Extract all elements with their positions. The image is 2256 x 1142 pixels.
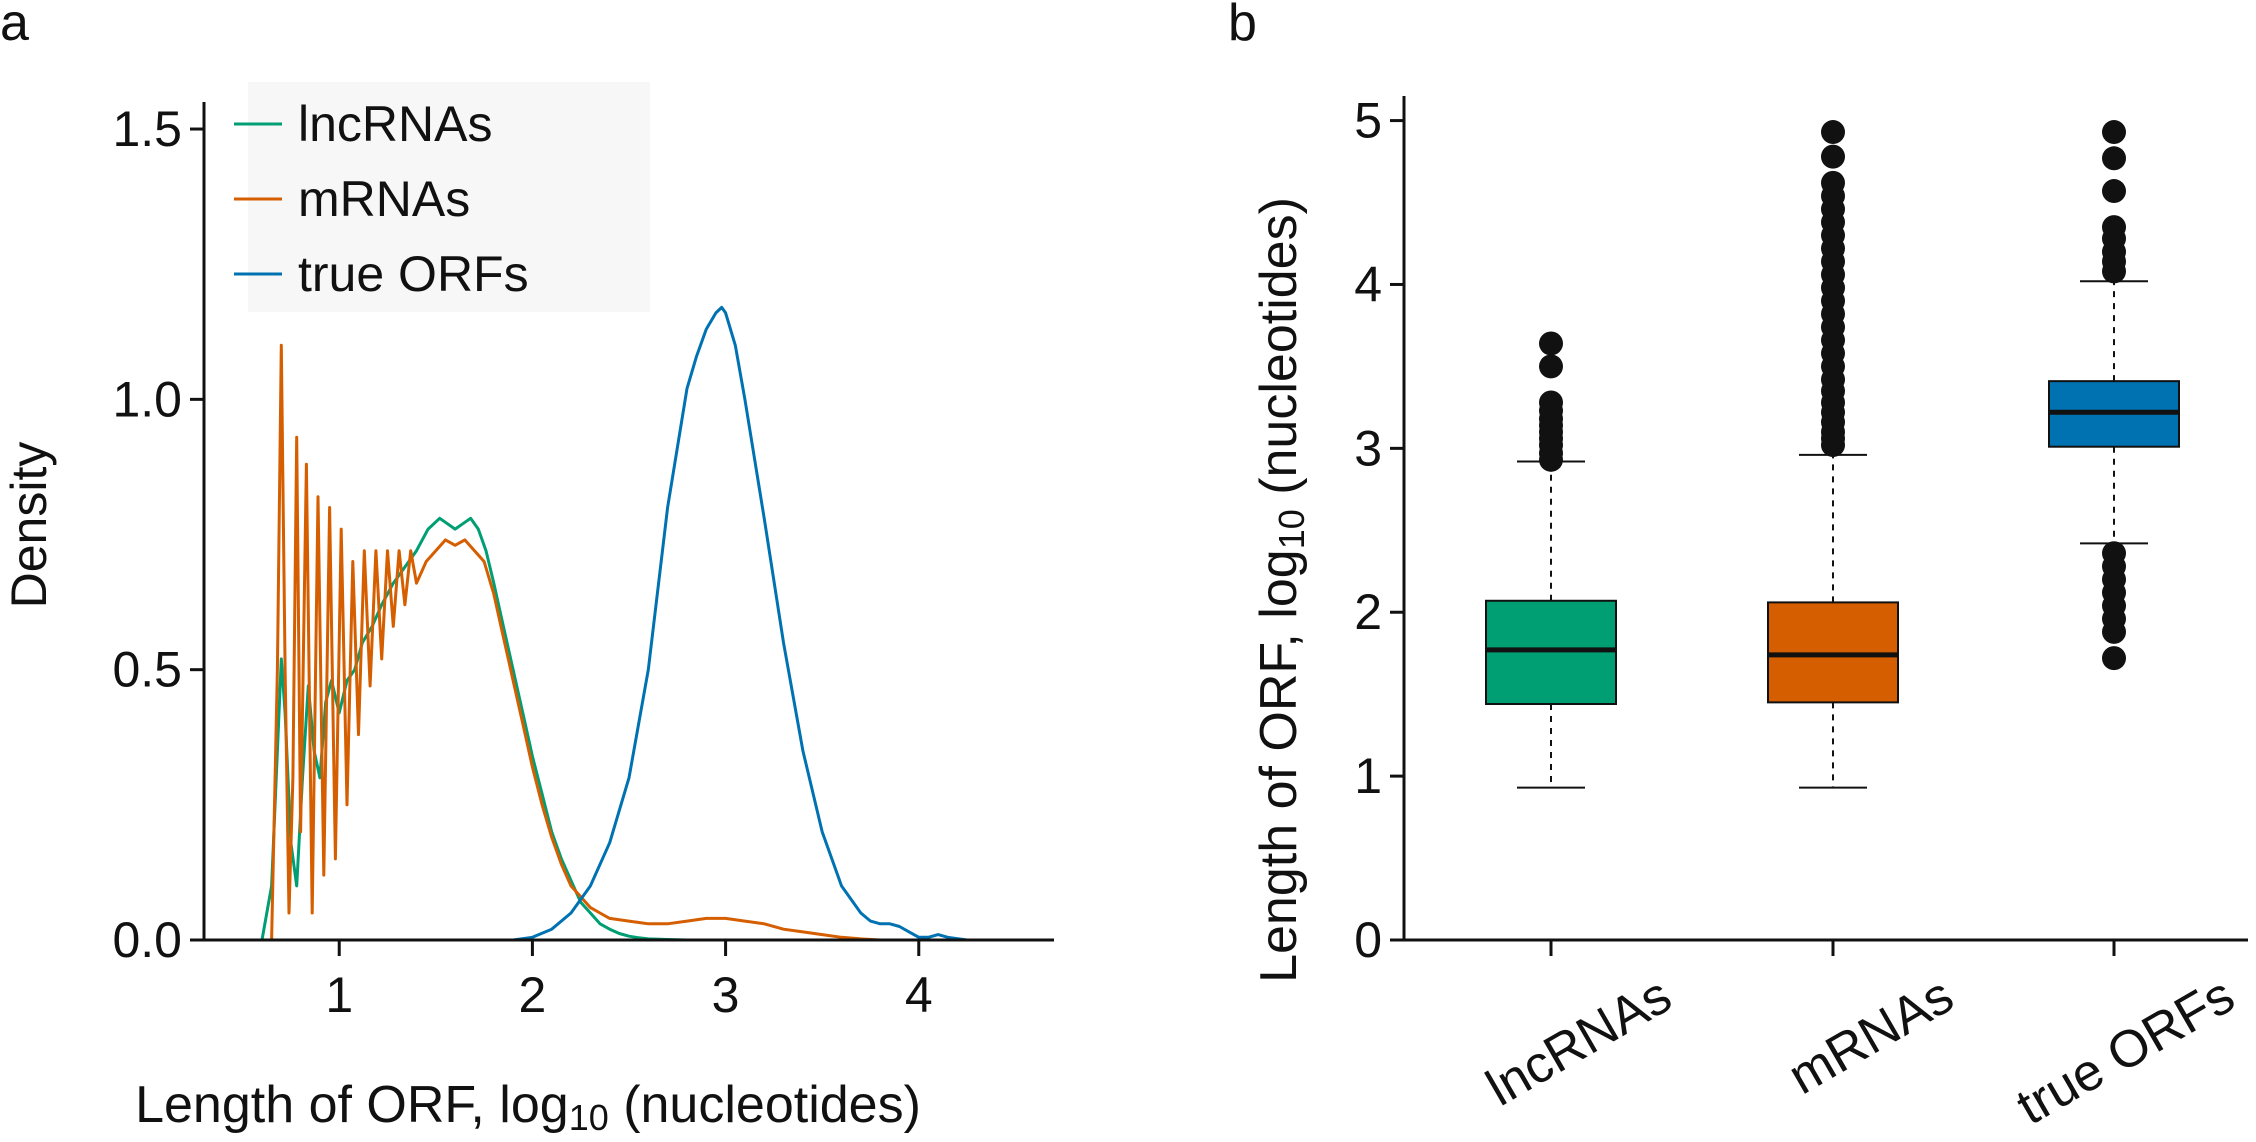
a-x-tick-label: 2 — [519, 967, 547, 1023]
outlier-point — [2102, 215, 2126, 240]
a-x-axis-label-main: Length of ORF, log — [135, 1076, 569, 1134]
b-y-ticks: 0 1 2 3 4 5 — [1354, 93, 1404, 968]
category-label-mrnas: mRNAs — [1779, 966, 1963, 1106]
a-x-ticks: 1 2 3 4 — [325, 940, 933, 1023]
outlier-point — [1539, 390, 1563, 415]
outlier-point — [1821, 120, 1845, 145]
a-x-tick-label: 4 — [905, 967, 933, 1023]
series-line-true-orfs — [512, 305, 968, 942]
outlier-point — [2102, 541, 2126, 566]
a-y-tick-label: 0.5 — [112, 642, 182, 698]
category-label-lncrnas: lncRNAs — [1477, 966, 1681, 1117]
legend-label-true-orfs: true ORFs — [298, 246, 529, 302]
legend: lncRNAs mRNAs true ORFs — [234, 82, 650, 312]
a-x-axis-label-tail: (nucleotides) — [609, 1076, 921, 1134]
b-y-axis-label: Length of ORF, log10 (nucleotides) — [1250, 197, 1312, 983]
density-chart: 0.0 0.5 1.0 1.5 1 2 3 4 Density Length of ORF,… — [1, 82, 1054, 1138]
a-y-tick-label: 1.0 — [112, 371, 182, 427]
b-y-axis-label-tail: (nucleotides) — [1250, 197, 1308, 509]
a-y-axis-label: Density — [1, 442, 57, 609]
b-y-axis-label-sub: 10 — [1271, 509, 1312, 549]
a-y-tick-label: 1.5 — [112, 101, 182, 157]
series-line-mrnas — [270, 343, 881, 942]
outlier-point — [1539, 331, 1563, 356]
a-y-tick-label: 0.0 — [112, 912, 182, 968]
boxes — [1485, 120, 2180, 789]
legend-label-mrnas: mRNAs — [298, 171, 470, 227]
panel-b-label: b — [1228, 0, 1257, 52]
outlier-point — [1539, 354, 1563, 379]
outlier-point — [2102, 646, 2126, 671]
legend-background — [248, 82, 650, 312]
outlier-point — [2102, 179, 2126, 204]
legend-entries: lncRNAs mRNAs true ORFs — [234, 96, 529, 302]
box-true-orfs — [2048, 120, 2180, 671]
legend-label-lncrnas: lncRNAs — [298, 96, 492, 152]
category-label-true-orfs: true ORFs — [2007, 966, 2244, 1136]
outlier-point — [1821, 144, 1845, 169]
b-y-tick-label: 2 — [1354, 584, 1382, 640]
b-y-axis-label-main: Length of ORF, log — [1250, 549, 1308, 983]
a-x-tick-label: 1 — [325, 967, 353, 1023]
a-x-axis-label: Length of ORF, log10 (nucleotides) — [135, 1076, 921, 1138]
outlier-point — [2102, 120, 2126, 145]
box-mrnas — [1767, 120, 1899, 789]
b-y-tick-label: 3 — [1354, 420, 1382, 476]
a-x-tick-label: 3 — [712, 967, 740, 1023]
box-lncrnas — [1485, 331, 1617, 789]
outlier-point — [2102, 146, 2126, 171]
b-y-tick-label: 4 — [1354, 256, 1382, 312]
panel-a-label: a — [0, 0, 29, 52]
a-x-axis-label-sub: 10 — [569, 1097, 609, 1138]
a-y-ticks: 0.0 0.5 1.0 1.5 — [112, 101, 204, 968]
outlier-point — [1821, 170, 1845, 195]
b-y-tick-label: 5 — [1354, 93, 1382, 149]
b-x-ticks: lncRNAs mRNAs true ORFs — [1477, 940, 2244, 1136]
boxplot-chart: 0 1 2 3 4 5 lncRNAs mRNAs true ORFs Length of O… — [1250, 93, 2248, 1136]
b-y-tick-label: 1 — [1354, 748, 1382, 804]
density-curves — [260, 305, 968, 942]
b-y-tick-label: 0 — [1354, 912, 1382, 968]
